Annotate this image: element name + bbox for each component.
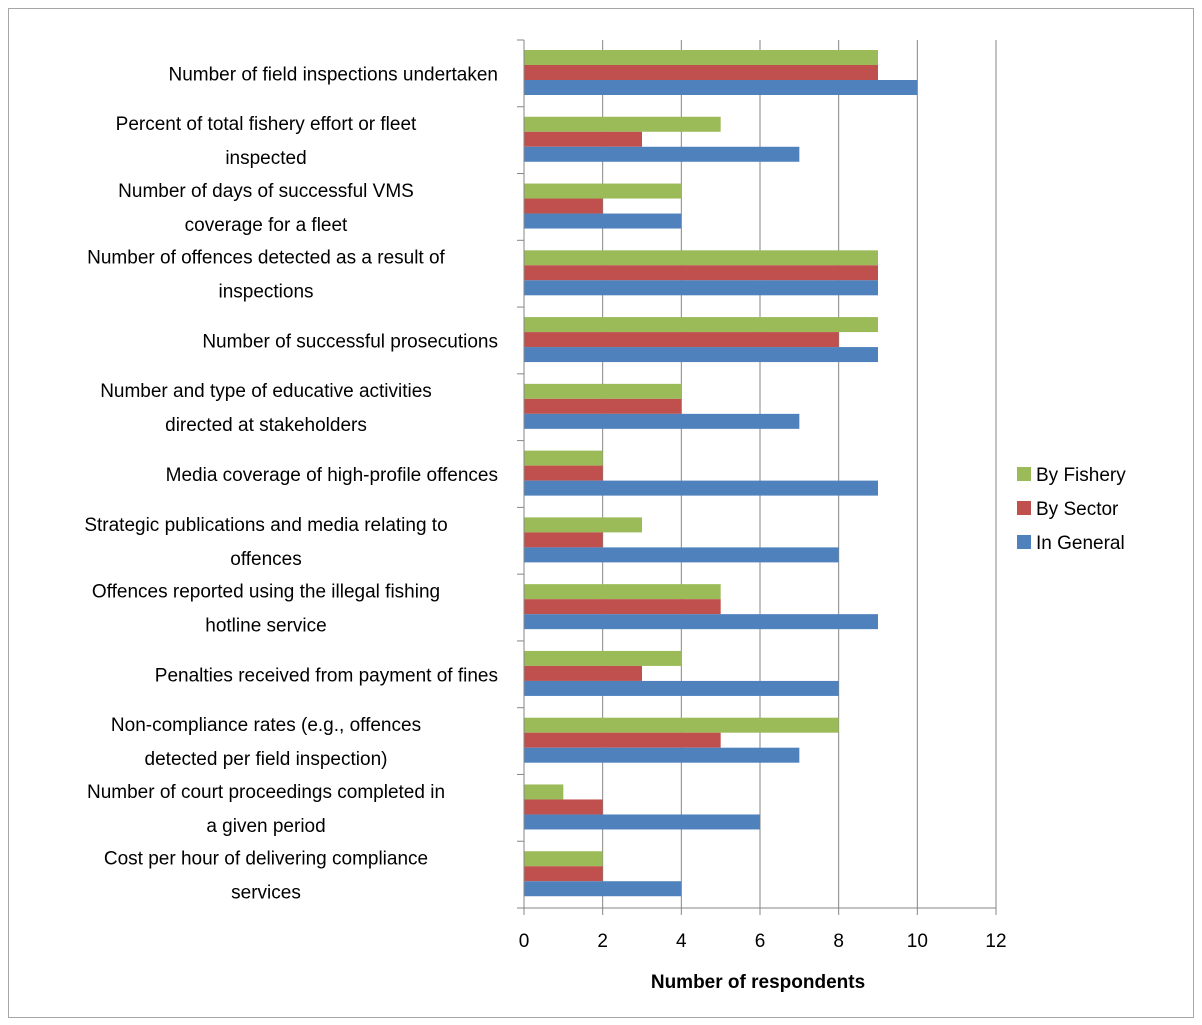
category-label: Number of offences detected as a result …	[87, 248, 445, 303]
category-label-line: offences	[230, 549, 301, 570]
bar-in-general	[524, 814, 760, 830]
category-label-line: Number of offences detected as a result …	[87, 248, 445, 269]
x-tick-label: 8	[833, 931, 844, 952]
bar-by-fishery	[524, 784, 564, 800]
bar-by-sector	[524, 665, 642, 681]
bar-in-general	[524, 881, 682, 897]
category-label-line: Media coverage of high-profile offences	[166, 465, 498, 486]
bar-by-sector	[524, 332, 839, 348]
x-tick-label: 2	[597, 931, 608, 952]
x-tick-label: 12	[985, 931, 1006, 952]
bar-by-sector	[524, 198, 603, 214]
bar-by-fishery	[524, 183, 682, 199]
bar-by-sector	[524, 398, 682, 414]
category-label: Offences reported using the illegal fish…	[92, 582, 440, 637]
category-label: Percent of total fishery effort or fleet…	[116, 114, 417, 169]
category-label-line: directed at stakeholders	[165, 415, 367, 436]
x-tick-label: 10	[907, 931, 928, 952]
x-axis-title: Number of respondents	[651, 972, 865, 993]
bar-in-general	[524, 480, 878, 496]
category-label: Number and type of educative activities d…	[100, 381, 432, 436]
x-tick-label: 6	[755, 931, 766, 952]
bar-by-fishery	[524, 717, 839, 733]
category-label: Media coverage of high-profile offences	[166, 465, 498, 486]
bar-by-sector	[524, 732, 721, 748]
bar-in-general	[524, 213, 682, 229]
category-label-line: inspected	[225, 148, 306, 169]
category-label: Number of field inspections undertaken	[168, 64, 498, 85]
category-label-line: Offences reported using the illegal fish…	[92, 582, 440, 603]
category-label: Cost per hour of delivering compliance se…	[104, 849, 428, 904]
category-label-line: Number and type of educative activities	[100, 381, 432, 402]
bar-by-sector	[524, 799, 603, 815]
bar-by-fishery	[524, 116, 721, 132]
legend-label: By Fishery	[1036, 465, 1126, 486]
category-label: Number of days of successful VMS coverage…	[118, 181, 414, 236]
bar-by-fishery	[524, 650, 682, 666]
category-label: Number of successful prosecutions	[202, 331, 498, 352]
bar-in-general	[524, 347, 878, 363]
category-label-line: Number of days of successful VMS	[118, 181, 414, 202]
bar-by-sector	[524, 65, 878, 80]
bar-in-general	[524, 80, 918, 95]
bar-by-fishery	[524, 450, 603, 466]
bar-by-fishery	[524, 584, 721, 600]
category-label-line: Penalties received from payment of fines	[155, 665, 498, 686]
category-label-line: a given period	[206, 816, 325, 837]
category-label-line: Cost per hour of delivering compliance	[104, 849, 428, 870]
legend: By Fishery By Sector In General	[1017, 465, 1126, 554]
x-tick-label: 4	[676, 931, 687, 952]
category-label-line: Strategic publications and media relatin…	[84, 515, 447, 536]
legend-label: By Sector	[1036, 499, 1119, 520]
category-labels: Number of field inspections undertaken Pe…	[84, 64, 498, 903]
bar-by-fishery	[524, 250, 878, 266]
category-label: Number of court proceedings completed in…	[87, 782, 445, 837]
category-label-line: hotline service	[205, 616, 326, 637]
category-label-line: Number of successful prosecutions	[202, 331, 498, 352]
bar-by-sector	[524, 131, 642, 147]
bar-in-general	[524, 614, 878, 630]
bars	[524, 50, 918, 897]
category-label-line: inspections	[218, 282, 313, 303]
category-label-line: Number of field inspections undertaken	[168, 64, 498, 85]
legend-label: In General	[1036, 533, 1125, 554]
bar-by-fishery	[524, 383, 682, 399]
legend-swatch	[1017, 467, 1031, 481]
bar-in-general	[524, 680, 839, 696]
category-label: Strategic publications and media relatin…	[84, 515, 447, 570]
grid-lines	[602, 40, 997, 908]
bar-by-sector	[524, 265, 878, 281]
legend-swatch	[1017, 501, 1031, 515]
category-label-line: Percent of total fishery effort or fleet	[116, 114, 417, 135]
category-label-line: services	[231, 883, 301, 904]
category-label: Non-compliance rates (e.g., offences dete…	[111, 715, 421, 770]
bar-in-general	[524, 547, 839, 563]
axes: 0 2 4 6 8 10 12	[517, 39, 1007, 952]
bar-by-sector	[524, 532, 603, 548]
bar-by-sector	[524, 465, 603, 481]
category-label-line: detected per field inspection)	[145, 749, 388, 770]
category-label-line: coverage for a fleet	[185, 215, 348, 236]
category-label-line: Number of court proceedings completed in	[87, 782, 445, 803]
bar-by-sector	[524, 599, 721, 615]
legend-swatch	[1017, 535, 1031, 549]
category-label: Penalties received from payment of fines	[155, 665, 498, 686]
bar-in-general	[524, 280, 878, 296]
bar-in-general	[524, 413, 800, 429]
bar-by-fishery	[524, 317, 878, 333]
category-label-line: Non-compliance rates (e.g., offences	[111, 715, 421, 736]
bar-by-sector	[524, 866, 603, 882]
bar-by-fishery	[524, 50, 878, 65]
x-tick-label: 0	[519, 931, 530, 952]
bar-by-fishery	[524, 851, 603, 867]
bar-in-general	[524, 747, 800, 763]
bar-in-general	[524, 146, 800, 162]
bar-by-fishery	[524, 517, 642, 533]
